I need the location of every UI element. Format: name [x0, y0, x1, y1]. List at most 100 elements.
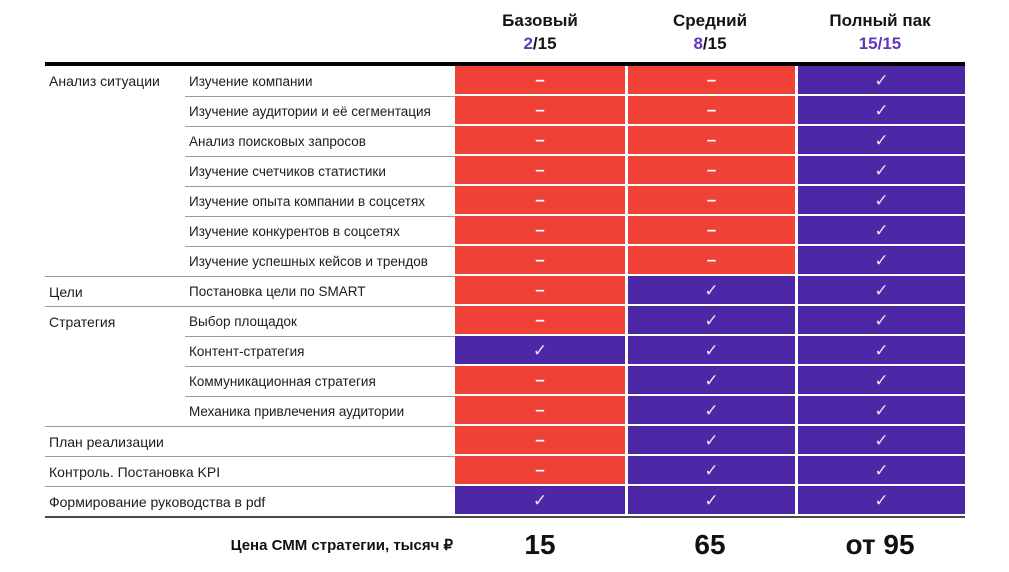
check-icon: ✓ [704, 310, 719, 330]
not-included-cell: – [625, 216, 795, 246]
dash-icon: – [706, 99, 717, 119]
included-cell: ✓ [625, 306, 795, 336]
item-label: Изучение опыта компании в соцсетях [185, 186, 455, 216]
package-price: 15 [524, 529, 556, 560]
package-score: 8/15 [693, 34, 727, 54]
row-labels: Изучение опыта компании в соцсетях [45, 186, 455, 216]
dash-icon: – [535, 309, 545, 329]
item-label: Постановка цели по SMART [189, 284, 366, 299]
row-labels: План реализации [45, 426, 455, 456]
included-cell: ✓ [795, 306, 965, 336]
included-cell: ✓ [625, 336, 795, 366]
included-cell: ✓ [625, 456, 795, 486]
category-label [45, 186, 185, 216]
not-included-cell: – [455, 156, 625, 186]
row-labels: Контент-стратегия [45, 336, 455, 366]
check-icon: ✓ [704, 280, 719, 300]
row-label: План реализации [49, 433, 164, 450]
item-label: Анализ поисковых запросов [185, 126, 455, 156]
not-included-cell: – [455, 126, 625, 156]
category-label [45, 126, 185, 156]
row-labels: Анализ ситуации Изучение компании [45, 66, 455, 96]
table-row: Коммуникационная стратегия – ✓ ✓ [45, 366, 965, 396]
package-price: 65 [694, 529, 726, 560]
price-row-title: Цена СММ стратегии, тысяч ₽ [230, 537, 453, 554]
table-row: План реализации – ✓ ✓ [45, 426, 965, 456]
check-icon: ✓ [874, 310, 889, 330]
included-cell: ✓ [795, 486, 965, 516]
not-included-cell: – [625, 126, 795, 156]
item-label: Механика привлечения аудитории [185, 396, 455, 426]
check-icon: ✓ [874, 190, 889, 210]
not-included-cell: – [455, 186, 625, 216]
category-label [45, 156, 185, 186]
row-labels: Коммуникационная стратегия [45, 366, 455, 396]
not-included-cell: – [625, 96, 795, 126]
included-cell: ✓ [625, 396, 795, 426]
item-label: Выбор площадок [189, 314, 297, 329]
package-score: 15/15 [858, 34, 902, 54]
check-icon: ✓ [704, 490, 719, 510]
item-label: Коммуникационная стратегия [185, 366, 455, 396]
included-cell: ✓ [795, 66, 965, 96]
included-cell: ✓ [795, 336, 965, 366]
table-row: Анализ поисковых запросов – – ✓ [45, 126, 965, 156]
dash-icon: – [535, 459, 545, 479]
table-row: Изучение опыта компании в соцсетях – – ✓ [45, 186, 965, 216]
row-labels: Цели Постановка цели по SMART [45, 276, 455, 306]
check-icon: ✓ [704, 370, 719, 390]
row-labels: Изучение счетчиков статистики [45, 156, 455, 186]
item-label: Изучение конкурентов в соцсетях [185, 216, 455, 246]
row-labels: Анализ поисковых запросов [45, 126, 455, 156]
dash-icon: – [535, 159, 545, 179]
row-labels: Изучение аудитории и её сегментация [45, 96, 455, 126]
price-row: Цена СММ стратегии, тысяч ₽ 15 65 от 95 [45, 518, 965, 572]
check-icon: ✓ [874, 70, 889, 90]
dash-icon: – [535, 249, 545, 269]
check-icon: ✓ [874, 370, 889, 390]
dash-icon: – [706, 159, 717, 179]
category-label [45, 96, 185, 126]
table-row: Цели Постановка цели по SMART – ✓ ✓ [45, 276, 965, 306]
check-icon: ✓ [874, 220, 889, 240]
included-cell: ✓ [455, 486, 625, 516]
not-included-cell: – [625, 186, 795, 216]
dash-icon: – [535, 129, 545, 149]
dash-icon: – [535, 189, 545, 209]
included-cell: ✓ [795, 216, 965, 246]
package-name: Полный пак [829, 11, 931, 30]
package-price: от 95 [845, 529, 915, 560]
included-cell: ✓ [795, 156, 965, 186]
included-cell: ✓ [795, 126, 965, 156]
column-header: Полный пак 15/15 [795, 6, 965, 62]
table-row: Стратегия Выбор площадок – ✓ ✓ [45, 306, 965, 336]
category-label [45, 216, 185, 246]
dash-icon: – [706, 69, 717, 89]
table-row: Формирование руководства в pdf ✓ ✓ ✓ [45, 486, 965, 516]
table-row: Изучение успешных кейсов и трендов – – ✓ [45, 246, 965, 276]
not-included-cell: – [625, 246, 795, 276]
dash-icon: – [535, 69, 545, 89]
table-row: Изучение конкурентов в соцсетях – – ✓ [45, 216, 965, 246]
not-included-cell: – [625, 66, 795, 96]
not-included-cell: – [455, 246, 625, 276]
not-included-cell: – [455, 216, 625, 246]
table-row: Изучение счетчиков статистики – – ✓ [45, 156, 965, 186]
check-icon: ✓ [704, 340, 719, 360]
dash-icon: – [706, 249, 717, 269]
dash-icon: – [535, 399, 545, 419]
package-score: 2/15 [523, 34, 557, 54]
package-name: Средний [672, 11, 748, 30]
item-label: Изучение аудитории и её сегментация [185, 96, 455, 126]
included-cell: ✓ [795, 426, 965, 456]
category-label [45, 246, 185, 276]
not-included-cell: – [455, 276, 625, 306]
included-cell: ✓ [795, 96, 965, 126]
smm-pricing-table: Базовый 2/15 Средний 8/15 Полный пак 15/15 Ан… [45, 6, 965, 572]
header-spacer [45, 6, 455, 62]
check-icon: ✓ [532, 340, 548, 360]
included-cell: ✓ [795, 246, 965, 276]
package-name: Базовый [502, 11, 578, 30]
dash-icon: – [535, 279, 545, 299]
check-icon: ✓ [874, 430, 889, 450]
